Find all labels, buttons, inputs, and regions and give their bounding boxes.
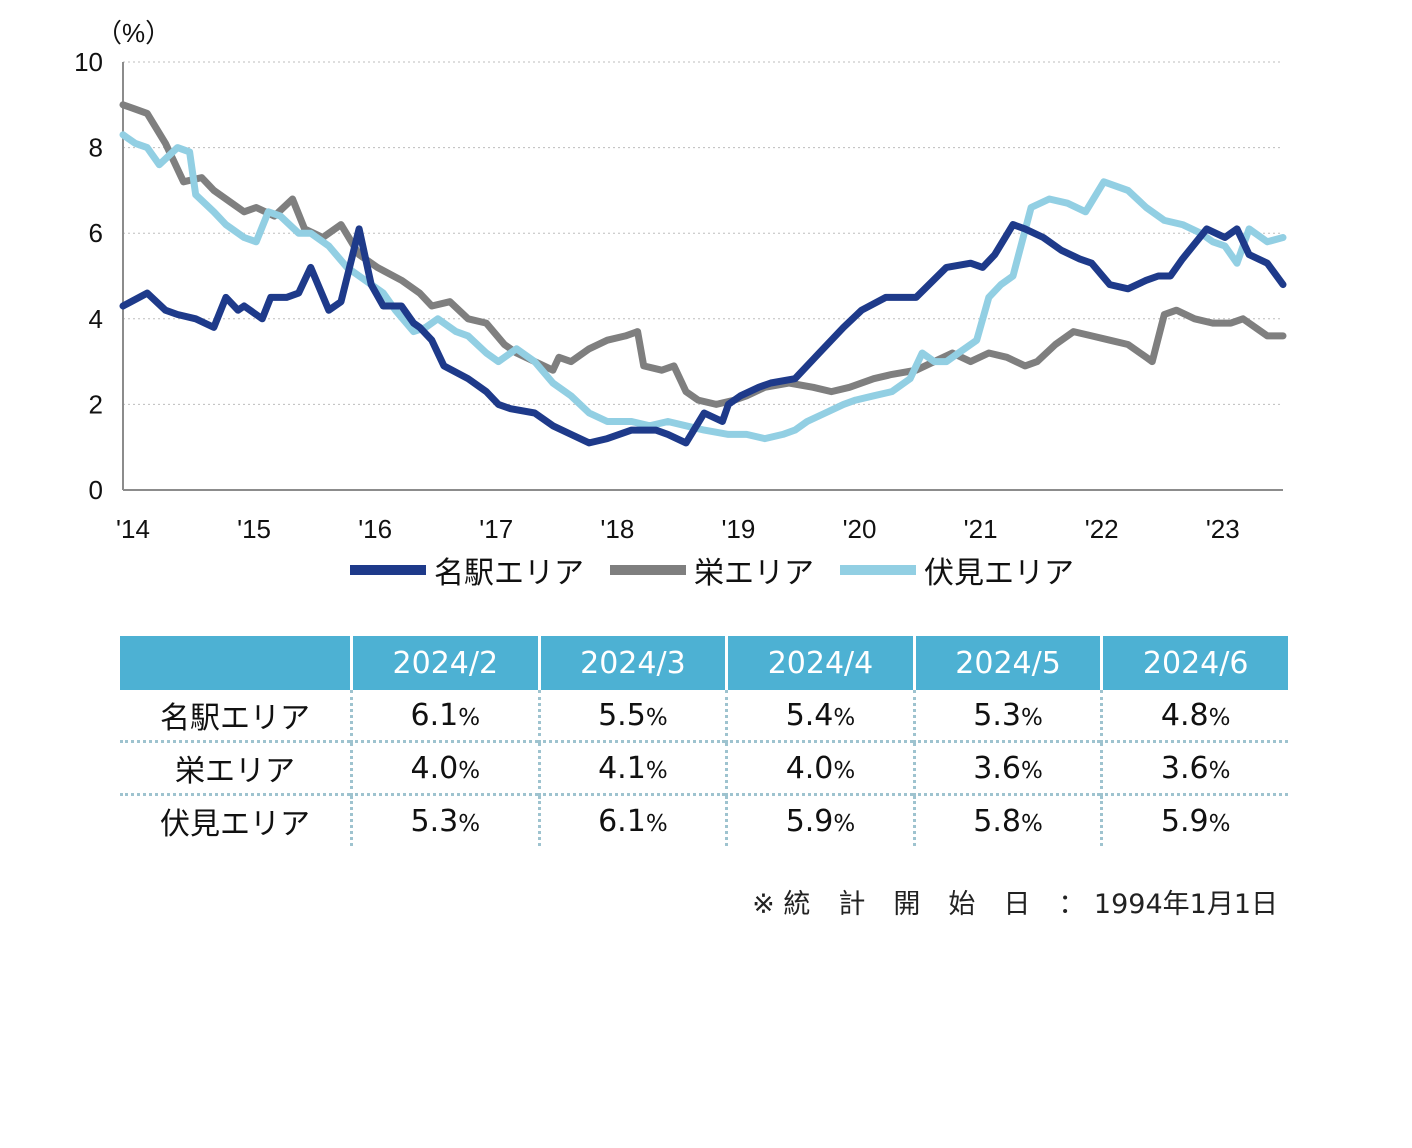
rate-cell: 4.0% [725,743,913,796]
footnote-mark: ※ [752,889,775,920]
legend-swatch-fushimi [840,565,916,575]
y-tick-label: 10 [74,47,103,77]
rate-value: 3.6 [1160,750,1209,786]
series-line-sakae [119,101,1287,408]
rate-cell: 5.8% [912,796,1101,846]
rate-cell: 3.6% [1100,743,1288,796]
legend-label-meieki: 名駅エリア [434,556,584,591]
series-line-meieki [119,221,1287,447]
rate-cell: 6.1% [350,690,538,743]
row-label: 栄エリア [120,743,350,796]
rate-value: 4.1 [598,750,646,786]
rate-value: 5.5 [598,697,646,733]
x-tick-label: '19 [721,514,755,544]
row-label: 伏見エリア [160,807,310,842]
percent-unit: % [1021,757,1043,784]
chart-legend: 名駅エリア 栄エリア 伏見エリア [350,548,1100,592]
legend-item-fushimi: 伏見エリア [840,548,1074,592]
legend-swatch-meieki [350,565,426,575]
table-header-row: 2024/2 2024/3 2024/4 2024/5 2024/6 [120,636,1288,690]
rate-value: 6.1 [410,697,459,733]
percent-unit: % [645,810,668,837]
table-row: 伏見エリア 5.3% 6.1% 5.9% 5.8% 5.9% [120,796,1288,846]
header-cell-month: 2024/3 [537,636,726,690]
x-tick-label: '18 [600,514,634,544]
rate-cell: 5.4% [725,690,913,743]
y-tick-label: 2 [89,389,103,419]
rate-cell: 3.6% [912,743,1101,796]
rate-value: 4.0 [410,750,459,786]
percent-unit: % [1208,704,1231,731]
rate-cell: 5.9% [1100,796,1288,846]
y-tick-label: 6 [89,218,103,248]
y-tick-label: 0 [89,475,103,505]
percent-unit: % [1208,757,1231,784]
axes [122,62,1283,491]
y-tick-label: 8 [89,133,103,163]
percent-unit: % [1208,810,1231,837]
rate-value: 3.6 [973,750,1021,786]
header-cell-blank [120,636,350,690]
row-label: 名駅エリア [120,690,350,743]
footnote-label: 統計開始日 [783,889,1059,920]
rate-value: 5.8 [973,803,1021,839]
x-tick-label: '20 [843,514,877,544]
x-tick-label: '22 [1085,514,1119,544]
footnote: ※ 統計開始日： 1994年1月1日 [752,882,1278,921]
percent-unit: % [833,704,856,731]
rate-value: 6.1 [598,803,646,839]
legend-item-meieki: 名駅エリア [350,548,584,592]
table-row: 栄エリア 4.0% 4.1% 4.0% 3.6% 3.6% [120,743,1288,796]
rate-value: 4.0 [785,750,834,786]
x-tick-label: '14 [116,514,150,544]
rate-cell: 5.3% [912,690,1101,743]
y-tick-label: 4 [89,304,103,334]
x-tick-label: '16 [358,514,392,544]
footnote-colon: ： [1058,889,1086,920]
rate-value: 5.9 [1160,803,1209,839]
percent-unit: % [1021,810,1043,837]
percent-unit: % [645,757,668,784]
rate-value: 5.3 [410,803,459,839]
rate-value: 5.4 [785,697,834,733]
x-tick-label: '21 [964,514,998,544]
rate-value: 5.3 [973,697,1021,733]
header-cell-month: 2024/5 [912,636,1101,690]
table-row: 名駅エリア 6.1% 5.5% 5.4% 5.3% 4.8% [120,690,1288,743]
vacancy-rate-chart: 0 2 4 6 8 10 '14 '15 '16 '17 '18 '19 '20 '21 '22 '23 （%… [74,18,1287,544]
legend-label-fushimi: 伏見エリア [924,556,1074,591]
rate-cell: 4.1% [537,743,726,796]
legend-item-sakae: 栄エリア [610,548,814,592]
legend-swatch-sakae [610,565,686,575]
rate-cell: 6.1% [537,796,726,846]
x-tick-label: '23 [1206,514,1240,544]
percent-unit: % [645,704,668,731]
y-axis-unit-label: （%） [96,18,171,48]
rate-cell: 4.8% [1100,690,1288,743]
x-tick-label: '17 [479,514,513,544]
header-cell-month: 2024/2 [350,636,538,690]
monthly-rate-table: 2024/2 2024/3 2024/4 2024/5 2024/6 名駅エリア… [120,636,1288,846]
percent-unit: % [458,810,481,837]
header-cell-month: 2024/6 [1100,636,1288,690]
percent-unit: % [833,757,856,784]
legend-label-sakae: 栄エリア [694,556,814,591]
rate-cell: 5.3% [350,796,538,846]
rate-value: 4.8 [1160,697,1209,733]
percent-unit: % [458,704,481,731]
percent-unit: % [458,757,481,784]
rate-cell: 5.9% [725,796,913,846]
series-lines [119,101,1287,447]
rate-cell: 5.5% [537,690,726,743]
rate-cell: 4.0% [350,743,538,796]
header-cell-month: 2024/4 [725,636,913,690]
rate-value: 5.9 [785,803,834,839]
percent-unit: % [1021,704,1043,731]
percent-unit: % [833,810,856,837]
tick-labels: 0 2 4 6 8 10 '14 '15 '16 '17 '18 '19 '20 '21 '22 '23 [74,47,1240,544]
x-tick-label: '15 [237,514,271,544]
footnote-date: 1994年1月1日 [1093,889,1278,920]
